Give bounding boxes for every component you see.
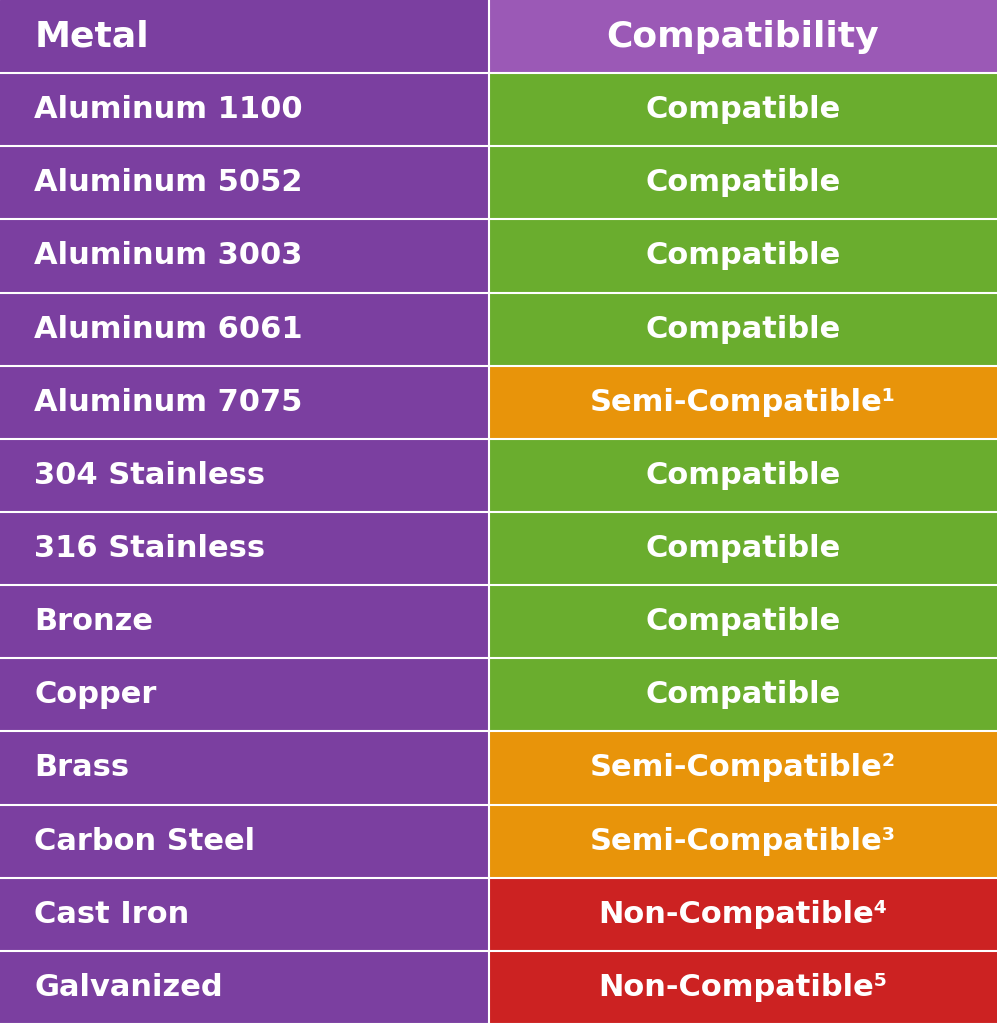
Bar: [489, 219, 997, 293]
Text: Galvanized: Galvanized: [34, 973, 222, 1001]
Text: Bronze: Bronze: [34, 607, 154, 636]
Bar: [489, 658, 997, 731]
Text: Semi-Compatible¹: Semi-Compatible¹: [589, 388, 896, 417]
Bar: [489, 585, 997, 658]
Bar: [489, 951, 997, 1024]
Text: Aluminum 7075: Aluminum 7075: [34, 388, 302, 417]
Bar: [0, 512, 489, 585]
Text: 316 Stainless: 316 Stainless: [34, 535, 265, 563]
Text: Copper: Copper: [34, 680, 157, 710]
Bar: [489, 731, 997, 805]
Text: Compatible: Compatible: [645, 95, 840, 124]
Text: Carbon Steel: Carbon Steel: [34, 826, 255, 856]
Text: Non-Compatible⁵: Non-Compatible⁵: [598, 973, 887, 1001]
Text: Compatible: Compatible: [645, 314, 840, 344]
Bar: [489, 439, 997, 512]
Text: Compatible: Compatible: [645, 168, 840, 198]
Bar: [0, 878, 489, 951]
Bar: [0, 731, 489, 805]
Bar: [489, 293, 997, 366]
Text: Compatible: Compatible: [645, 607, 840, 636]
Text: Compatible: Compatible: [645, 535, 840, 563]
Text: Compatible: Compatible: [645, 242, 840, 270]
Text: Compatibility: Compatibility: [606, 19, 879, 53]
Text: Aluminum 3003: Aluminum 3003: [34, 242, 302, 270]
Bar: [0, 0, 489, 73]
Bar: [0, 73, 489, 146]
Text: Non-Compatible⁴: Non-Compatible⁴: [598, 900, 887, 929]
Bar: [0, 951, 489, 1024]
Bar: [0, 439, 489, 512]
Bar: [0, 366, 489, 439]
Bar: [0, 658, 489, 731]
Bar: [0, 585, 489, 658]
Text: Aluminum 6061: Aluminum 6061: [34, 314, 303, 344]
Bar: [489, 805, 997, 878]
Text: Metal: Metal: [34, 19, 149, 53]
Bar: [489, 366, 997, 439]
Bar: [489, 512, 997, 585]
Text: Brass: Brass: [34, 754, 130, 782]
Text: Semi-Compatible³: Semi-Compatible³: [589, 826, 896, 856]
Bar: [489, 878, 997, 951]
Bar: [0, 293, 489, 366]
Bar: [0, 219, 489, 293]
Bar: [489, 73, 997, 146]
Text: Semi-Compatible²: Semi-Compatible²: [589, 754, 896, 782]
Text: Cast Iron: Cast Iron: [34, 900, 189, 929]
Text: 304 Stainless: 304 Stainless: [34, 461, 265, 489]
Text: Compatible: Compatible: [645, 680, 840, 710]
Bar: [0, 146, 489, 219]
Bar: [489, 146, 997, 219]
Bar: [489, 0, 997, 73]
Text: Aluminum 5052: Aluminum 5052: [34, 168, 303, 198]
Text: Compatible: Compatible: [645, 461, 840, 489]
Bar: [0, 805, 489, 878]
Text: Aluminum 1100: Aluminum 1100: [34, 95, 303, 124]
